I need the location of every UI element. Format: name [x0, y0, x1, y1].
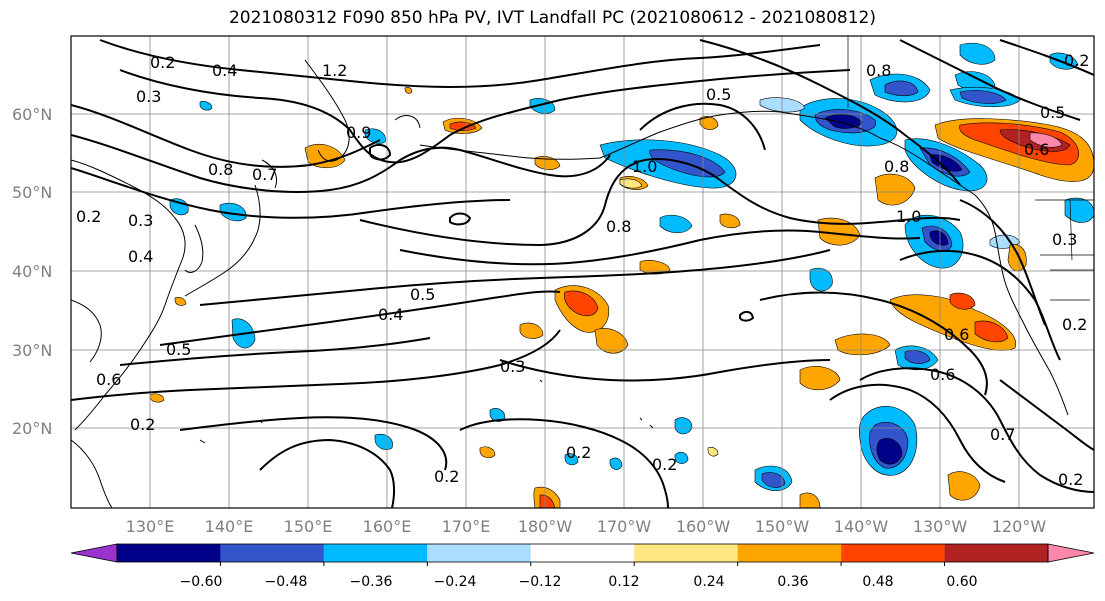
contour-label: 0.6	[930, 365, 955, 384]
contour-label: 0.7	[990, 425, 1015, 444]
colorbar-extension-low	[70, 543, 118, 563]
contour-label: 0.2	[1064, 51, 1089, 70]
lon-tick-label: 150°E	[284, 517, 333, 536]
longitude-labels: 130°E 140°E 150°E 160°E 170°E 180°W 170°…	[126, 517, 1047, 536]
colorbar-blocks	[70, 543, 1095, 566]
contour-label: 0.8	[208, 160, 233, 179]
lat-tick-label: 40°N	[12, 262, 52, 281]
colorbar-tick-labels: −0.60 −0.48 −0.36 −0.24 −0.12 0.12 0.24 …	[180, 574, 978, 590]
lon-tick-label: 140°W	[834, 517, 889, 536]
lon-tick-label: 170°E	[442, 517, 491, 536]
lon-tick-label: 140°E	[205, 517, 254, 536]
lon-tick-label: 160°W	[676, 517, 731, 536]
map-title: 2021080312 F090 850 hPa PV, IVT Landfall…	[228, 8, 876, 28]
contour-label: 0.3	[136, 87, 161, 106]
contour-label: 0.4	[378, 305, 403, 324]
colorbar-tick-label: 0.12	[608, 574, 639, 590]
colorbar-block	[530, 544, 635, 562]
shaded-anomaly-patches	[149, 42, 1094, 508]
colorbar-tick-label: 0.24	[693, 574, 724, 590]
contour-label: 0.5	[410, 285, 435, 304]
lon-tick-label: 180°W	[518, 517, 573, 536]
lat-tick-label: 30°N	[12, 341, 52, 360]
contour-label: 0.3	[1052, 230, 1077, 249]
lon-tick-label: 160°E	[363, 517, 412, 536]
contour-label: 0.6	[96, 370, 121, 389]
colorbar-tick-label: 0.48	[862, 574, 893, 590]
contour-label: 0.4	[128, 247, 153, 266]
contour-label: 0.2	[1058, 470, 1083, 489]
contour-label: 0.2	[76, 207, 101, 226]
contour-label: 0.2	[566, 443, 591, 462]
colorbar-block	[944, 544, 1048, 562]
contour-label: 0.6	[1024, 140, 1049, 159]
borders	[847, 36, 1094, 301]
colorbar-block	[841, 544, 945, 562]
contour-labels: 0.2 0.4 1.2 0.3 0.9 0.8 0.7 0.5 1.0 0.8 …	[76, 51, 1089, 489]
contour-label: 0.5	[1040, 103, 1065, 122]
lat-tick-label: 60°N	[12, 105, 52, 124]
contour-label: 0.3	[500, 357, 525, 376]
colorbar-tick-label: −0.24	[434, 574, 477, 590]
contour-label: 0.2	[652, 455, 677, 474]
graticule	[71, 36, 1094, 508]
lon-tick-label: 130°W	[913, 517, 968, 536]
contour-label: 0.9	[346, 123, 371, 142]
contour-lines	[71, 39, 1094, 508]
colorbar-tick-label: −0.60	[180, 574, 223, 590]
lat-tick-label: 50°N	[12, 183, 52, 202]
contour-label: 0.3	[128, 211, 153, 230]
contour-label: 0.6	[944, 325, 969, 344]
lon-tick-label: 170°W	[597, 517, 652, 536]
colorbar-frame	[116, 543, 1049, 563]
colorbar-extension-high	[1047, 543, 1095, 563]
contour-label: 0.5	[706, 85, 731, 104]
lon-tick-label: 120°W	[992, 517, 1047, 536]
map-frame	[70, 35, 1095, 509]
contour-label: 0.5	[166, 340, 191, 359]
colorbar-block	[117, 544, 221, 562]
latitude-labels: 60°N 50°N 40°N 30°N 20°N	[12, 105, 52, 438]
contour-label: 0.4	[212, 61, 237, 80]
lon-tick-label: 150°W	[755, 517, 810, 536]
map-area	[71, 36, 1094, 508]
contour-label: 0.8	[884, 157, 909, 176]
colorbar-block	[323, 544, 428, 562]
contour-label: 1.2	[322, 61, 347, 80]
colorbar: −0.60 −0.48 −0.36 −0.24 −0.12 0.12 0.24 …	[70, 543, 1095, 590]
contour-label: 1.0	[632, 157, 657, 176]
colorbar-tick-label: −0.48	[265, 574, 308, 590]
lon-tick-label: 130°E	[126, 517, 175, 536]
contour-label: 1.0	[896, 207, 921, 226]
colorbar-tick-label: −0.12	[519, 574, 562, 590]
contour-label: 0.2	[1062, 315, 1087, 334]
colorbar-block	[737, 544, 842, 562]
colorbar-block	[634, 544, 738, 562]
colorbar-tick-label: 0.36	[777, 574, 808, 590]
contour-label: 0.8	[866, 61, 891, 80]
contour-label: 0.2	[150, 53, 175, 72]
colorbar-block	[427, 544, 531, 562]
contour-label: 0.2	[130, 415, 155, 434]
contour-label: 0.8	[606, 217, 631, 236]
lat-tick-label: 20°N	[12, 419, 52, 438]
coastlines	[71, 59, 1069, 508]
colorbar-block	[220, 544, 324, 562]
colorbar-tick-label: −0.36	[350, 574, 393, 590]
colorbar-tick-label: 0.60	[946, 574, 977, 590]
contour-label: 0.2	[434, 467, 459, 486]
contour-label: 0.7	[252, 165, 277, 184]
